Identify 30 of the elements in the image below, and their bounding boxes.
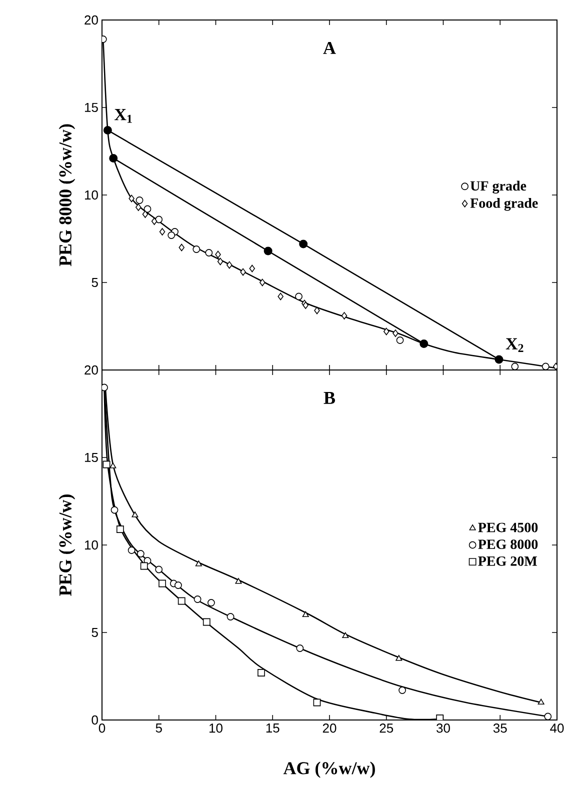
- legend-label: Food grade: [470, 198, 538, 211]
- text: B: [324, 392, 336, 404]
- x-tick-label: 30: [436, 724, 450, 733]
- legend-label: PEG 4500: [478, 522, 538, 532]
- x-tick-label: 20: [322, 724, 336, 733]
- y-axis-title: PEG (%w/w): [58, 494, 76, 596]
- y-tick-label: 20: [84, 15, 98, 25]
- y-tick-label: 10: [84, 190, 98, 200]
- y-tick-label: 20: [84, 365, 98, 375]
- x-tick-label: 0: [98, 724, 106, 733]
- y-tick-label: 0: [92, 715, 98, 725]
- x-axis-title: AG (%w/w): [283, 762, 375, 778]
- y-axis-title: PEG 8000 (%w/w): [58, 124, 76, 266]
- legend-label: UF grade: [470, 180, 526, 194]
- y-tick-label: 5: [92, 278, 98, 288]
- text: A: [323, 42, 336, 54]
- annotation: X$_{2}$: [506, 338, 524, 352]
- x-tick-label: 15: [266, 724, 280, 733]
- annotation: X$_{1}$: [114, 108, 132, 123]
- x-tick-label: 35: [493, 724, 507, 733]
- x-tick-label: 40: [550, 724, 564, 733]
- y-tick-label: 15: [84, 102, 98, 112]
- x-tick-label: 10: [210, 724, 222, 733]
- legend-label: PEG 8000: [478, 540, 538, 550]
- y-tick-label: 15: [84, 452, 98, 462]
- legend-label: PEG 20M: [478, 556, 537, 566]
- x-tick-label: 5: [156, 724, 162, 733]
- x-tick-label: 25: [380, 724, 394, 733]
- y-tick-label: 5: [92, 628, 98, 638]
- y-tick-label: 10: [84, 540, 98, 550]
